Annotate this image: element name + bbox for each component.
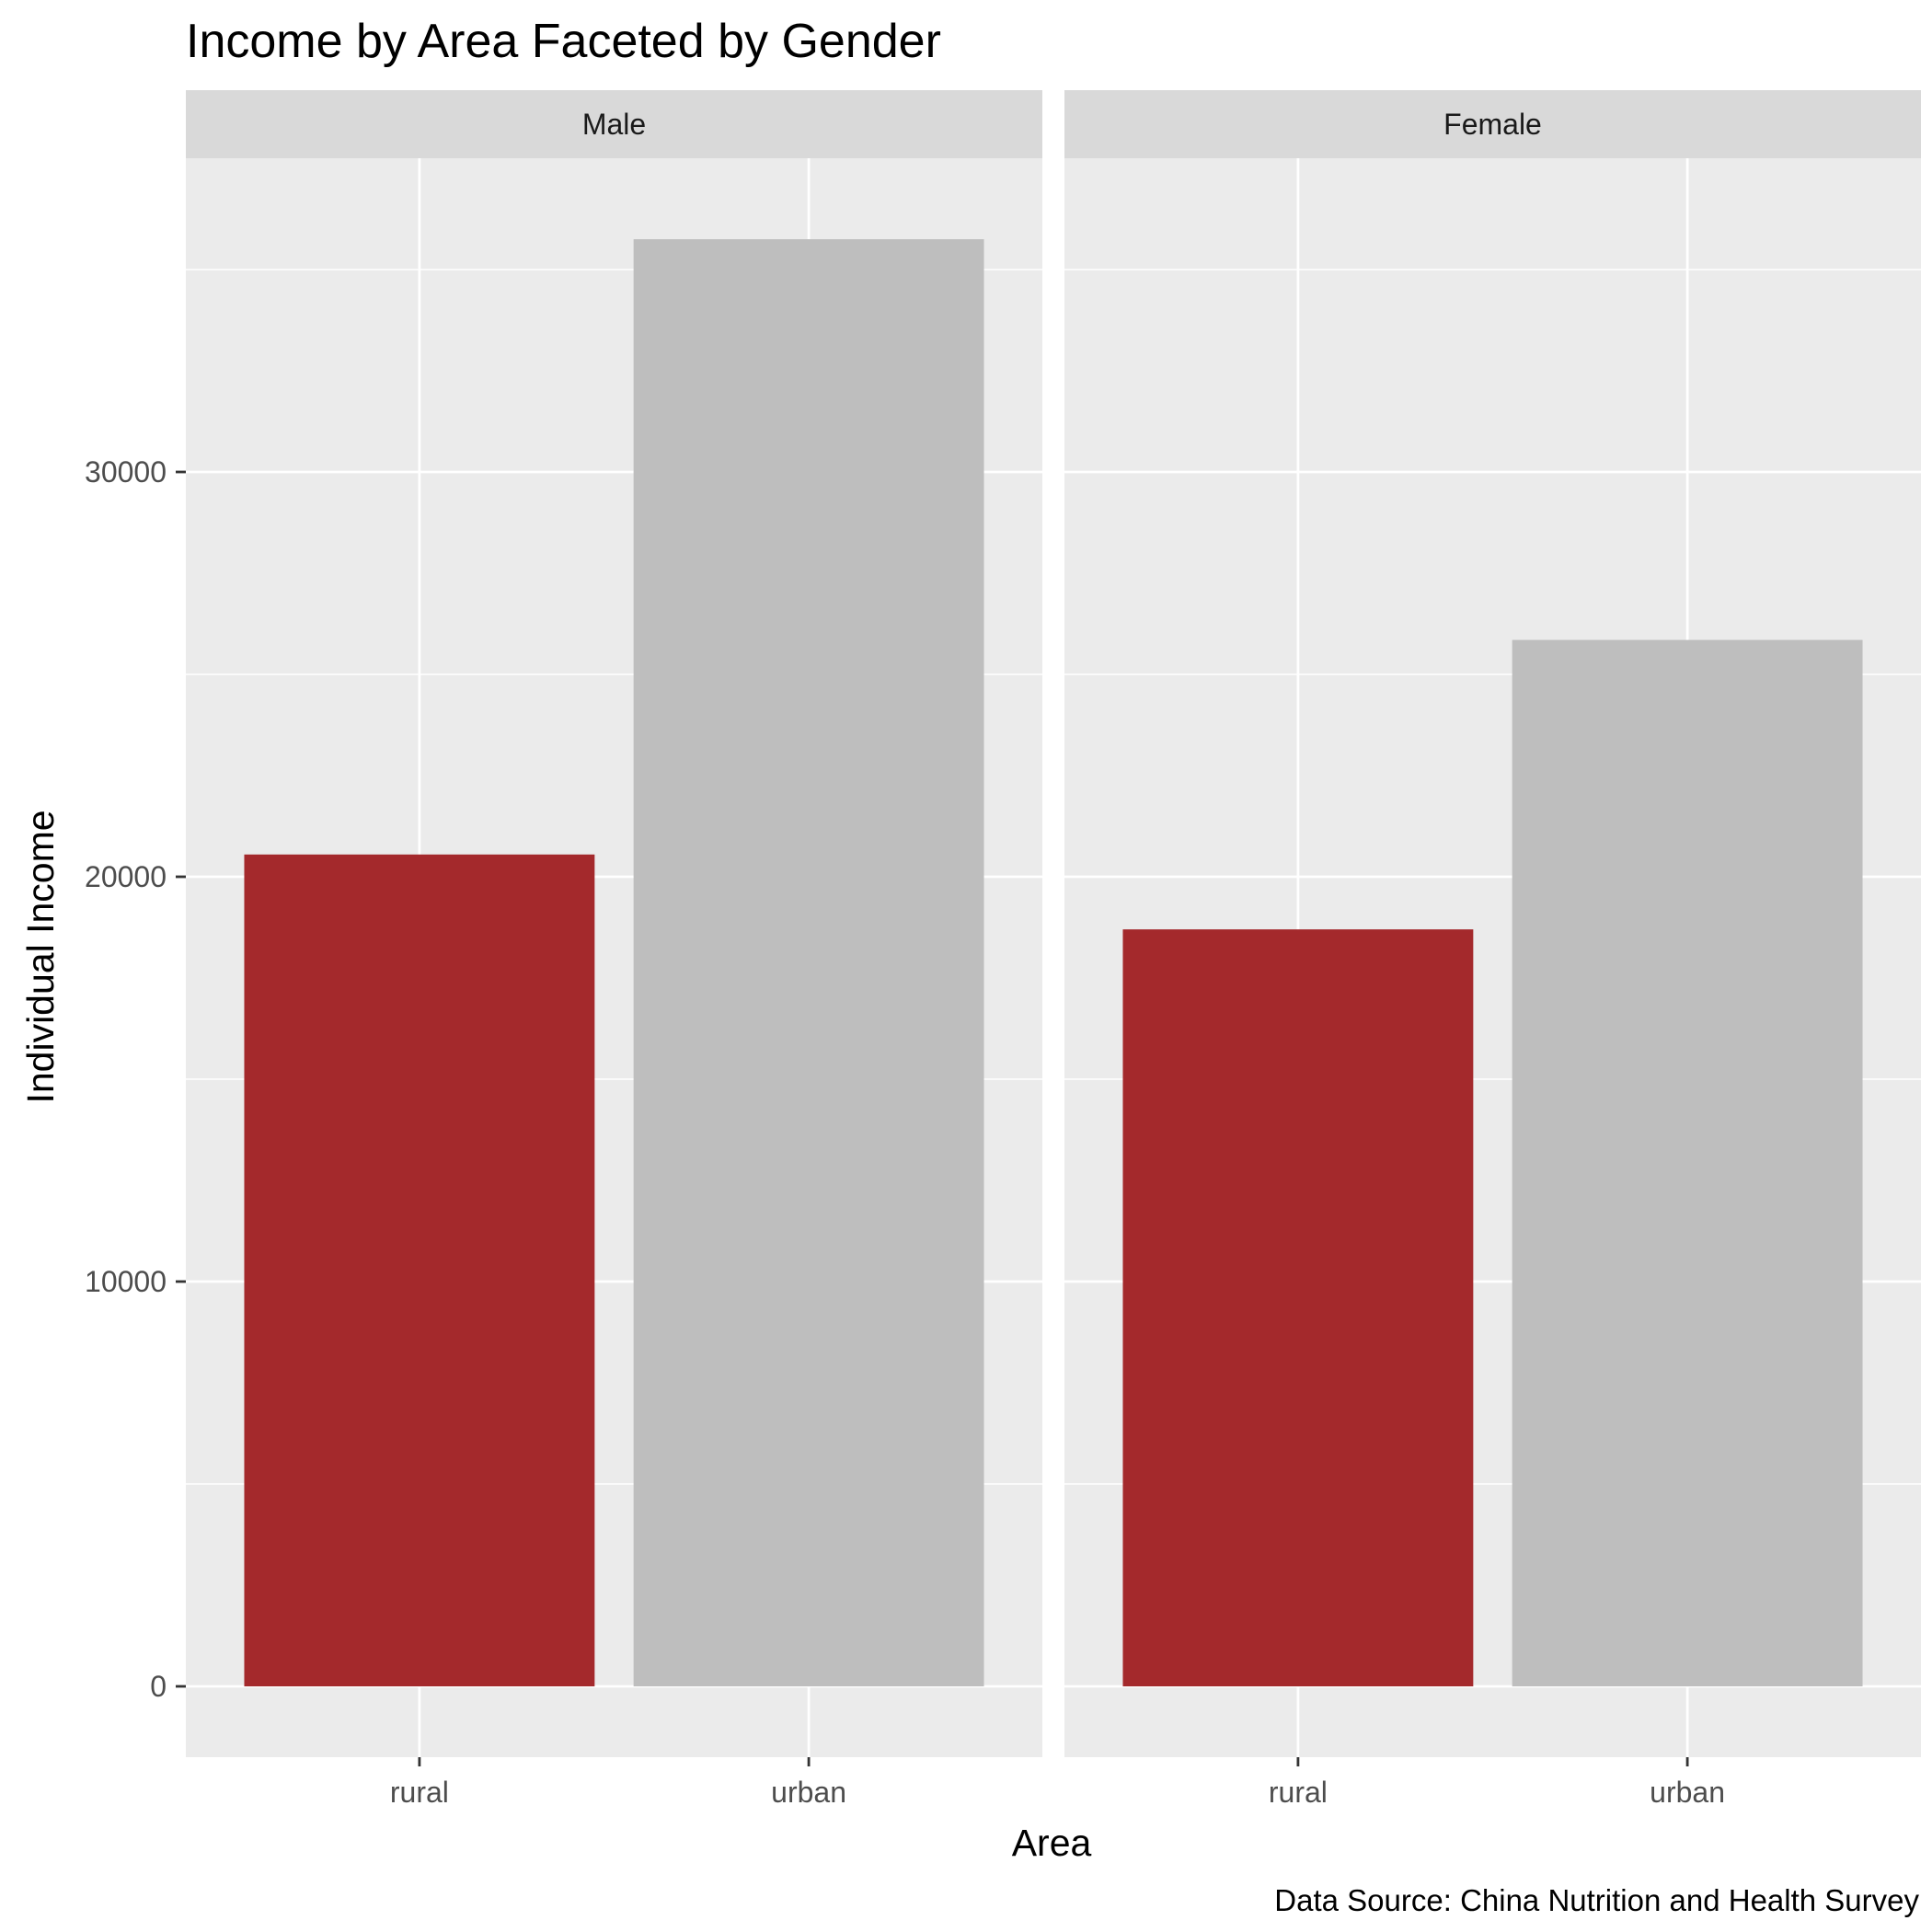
x-tick-label: urban xyxy=(1650,1776,1725,1809)
bar-rural xyxy=(1122,929,1474,1686)
facet-strip xyxy=(1064,90,1921,158)
bar-urban xyxy=(633,239,984,1686)
y-tick-label: 0 xyxy=(150,1670,167,1703)
facet-panel-female: Female rural urban xyxy=(1064,90,1921,1809)
chart-caption: Data Source: China Nutrition and Health … xyxy=(1274,1883,1919,1917)
chart-title: Income by Area Faceted by Gender xyxy=(186,15,941,68)
bar-urban xyxy=(1512,639,1863,1686)
x-tick-label: rural xyxy=(390,1776,449,1809)
y-axis-title: Individual Income xyxy=(19,810,62,1103)
y-tick-label: 30000 xyxy=(85,455,167,489)
y-axis: 0 10000 20000 30000 xyxy=(85,455,186,1703)
x-tick-label: urban xyxy=(771,1776,846,1809)
facet-panel-male: Male rural urban xyxy=(186,90,1042,1809)
x-axis-title: Area xyxy=(1012,1822,1092,1864)
facet-strip-label: Male xyxy=(582,108,646,141)
y-tick-label: 10000 xyxy=(85,1265,167,1298)
facet-strip-label: Female xyxy=(1443,108,1542,141)
facet-panels: Male rural urban Female rural urban xyxy=(186,90,1921,1809)
bar-rural xyxy=(244,854,595,1686)
x-tick-label: rural xyxy=(1269,1776,1328,1809)
facet-strip xyxy=(186,90,1042,158)
y-tick-label: 20000 xyxy=(85,860,167,893)
